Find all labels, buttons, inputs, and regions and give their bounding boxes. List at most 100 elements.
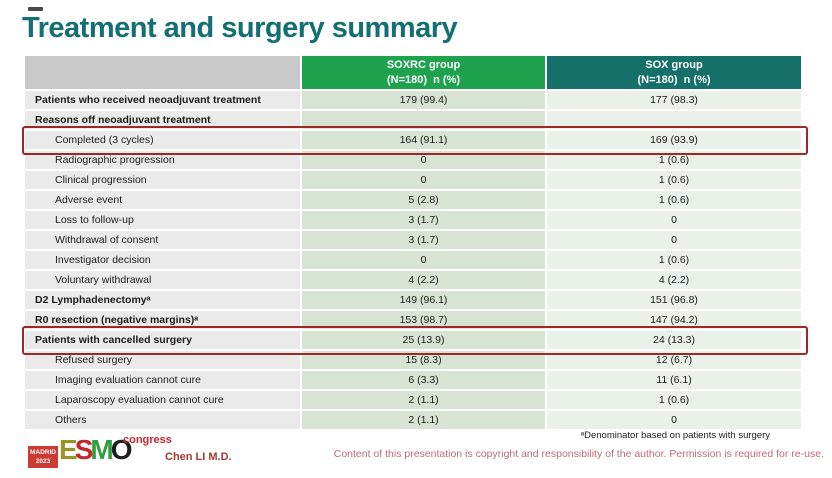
row-label: Refused surgery — [55, 354, 133, 366]
sox-value-cell: 169 (93.9) — [547, 131, 801, 149]
row-label: Clinical progression — [55, 174, 147, 186]
sox-value-cell: 1 (0.6) — [547, 251, 801, 269]
denominator-footnote: ᵃDenominator based on patients with surg… — [580, 430, 770, 441]
table-body: Patients who received neoadjuvant treatm… — [25, 91, 801, 429]
row-label: Voluntary withdrawal — [55, 274, 152, 286]
sox-value-cell: 147 (94.2) — [547, 311, 801, 329]
soxrc-group-n: (N=180) n (%) — [386, 73, 461, 86]
row-label: R0 resection (negative margins)ᵃ — [35, 314, 199, 326]
row-label-cell: Reasons off neoadjuvant treatment — [25, 111, 300, 129]
summary-table: SOXRC group (N=180) n (%) SOX group (N=1… — [22, 56, 808, 431]
corner-dash-decoration — [28, 7, 43, 11]
row-label: D2 Lymphadenectomyᵃ — [35, 294, 151, 306]
soxrc-value-cell: 2 (1.1) — [302, 391, 545, 409]
table-row: D2 Lymphadenectomyᵃ 149 (96.1) 151 (96.8… — [25, 291, 801, 309]
sox-value-cell: 1 (0.6) — [547, 151, 801, 169]
row-label: Investigator decision — [55, 254, 151, 266]
congress-label: congress — [123, 434, 172, 446]
soxrc-value-cell: 164 (91.1) — [302, 131, 545, 149]
table-row: Adverse event 5 (2.8) 1 (0.6) — [25, 191, 801, 209]
header-cell-empty — [25, 56, 300, 89]
sox-value-cell: 11 (6.1) — [547, 371, 801, 389]
soxrc-value-cell: 6 (3.3) — [302, 371, 545, 389]
sox-value-cell: 12 (6.7) — [547, 351, 801, 369]
sox-value-cell: 151 (96.8) — [547, 291, 801, 309]
table-row: Patients who received neoadjuvant treatm… — [25, 91, 801, 109]
soxrc-value-cell: 0 — [302, 171, 545, 189]
sox-value-cell: 0 — [547, 411, 801, 429]
header-cell-soxrc-group: SOXRC group (N=180) n (%) — [302, 56, 545, 89]
badge-city: MADRID — [30, 448, 56, 456]
soxrc-value-cell: 179 (99.4) — [302, 91, 545, 109]
row-label-cell: Loss to follow-up — [25, 211, 300, 229]
table-row: Refused surgery 15 (8.3) 12 (6.7) — [25, 351, 801, 369]
table-row: R0 resection (negative margins)ᵃ 153 (98… — [25, 311, 801, 329]
esmo-letter-m: M — [90, 434, 113, 465]
soxrc-value-cell: 3 (1.7) — [302, 211, 545, 229]
table-row: Radiographic progression 0 1 (0.6) — [25, 151, 801, 169]
row-label: Loss to follow-up — [55, 214, 134, 226]
row-label-cell: Imaging evaluation cannot cure — [25, 371, 300, 389]
soxrc-value-cell: 2 (1.1) — [302, 411, 545, 429]
row-label-cell: Withdrawal of consent — [25, 231, 300, 249]
row-label-cell: Laparoscopy evaluation cannot cure — [25, 391, 300, 409]
table-row: Completed (3 cycles) 164 (91.1) 169 (93.… — [25, 131, 801, 149]
table-row: Voluntary withdrawal 4 (2.2) 4 (2.2) — [25, 271, 801, 289]
author-name: Chen LI M.D. — [165, 451, 232, 463]
esmo-congress-logo: MADRID 2023 ESMO congress — [28, 434, 188, 474]
table-row: Loss to follow-up 3 (1.7) 0 — [25, 211, 801, 229]
row-label: Withdrawal of consent — [55, 234, 159, 246]
sox-value-cell: 1 (0.6) — [547, 191, 801, 209]
row-label: Radiographic progression — [55, 154, 175, 166]
soxrc-value-cell: 0 — [302, 251, 545, 269]
row-label-cell: Others — [25, 411, 300, 429]
row-label: Adverse event — [55, 194, 123, 206]
sox-value-cell: 1 (0.6) — [547, 391, 801, 409]
sox-value-cell — [547, 111, 801, 129]
row-label: Reasons off neoadjuvant treatment — [35, 114, 211, 126]
row-label-cell: Patients who received neoadjuvant treatm… — [25, 91, 300, 109]
row-label-cell: Completed (3 cycles) — [25, 131, 300, 149]
row-label: Others — [55, 414, 87, 426]
sox-value-cell: 24 (13.3) — [547, 331, 801, 349]
table-row: Imaging evaluation cannot cure 6 (3.3) 1… — [25, 371, 801, 389]
soxrc-value-cell: 0 — [302, 151, 545, 169]
row-label-cell: Patients with cancelled surgery — [25, 331, 300, 349]
soxrc-value-cell: 25 (13.9) — [302, 331, 545, 349]
row-label: Patients with cancelled surgery — [35, 334, 192, 346]
madrid-2023-badge: MADRID 2023 — [28, 446, 58, 468]
row-label-cell: Adverse event — [25, 191, 300, 209]
soxrc-value-cell: 149 (96.1) — [302, 291, 545, 309]
soxrc-value-cell: 4 (2.2) — [302, 271, 545, 289]
sox-value-cell: 0 — [547, 231, 801, 249]
soxrc-value-cell: 3 (1.7) — [302, 231, 545, 249]
row-label-cell: Refused surgery — [25, 351, 300, 369]
sox-value-cell: 4 (2.2) — [547, 271, 801, 289]
table-row: Investigator decision 0 1 (0.6) — [25, 251, 801, 269]
row-label-cell: Radiographic progression — [25, 151, 300, 169]
header-cell-sox-group: SOX group (N=180) n (%) — [547, 56, 801, 89]
table-row: Others 2 (1.1) 0 — [25, 411, 801, 429]
row-label-cell: Clinical progression — [25, 171, 300, 189]
sox-value-cell: 177 (98.3) — [547, 91, 801, 109]
sox-value-cell: 1 (0.6) — [547, 171, 801, 189]
table-row: Withdrawal of consent 3 (1.7) 0 — [25, 231, 801, 249]
soxrc-value-cell — [302, 111, 545, 129]
soxrc-value-cell: 153 (98.7) — [302, 311, 545, 329]
table-row: Laparoscopy evaluation cannot cure 2 (1.… — [25, 391, 801, 409]
row-label-cell: Voluntary withdrawal — [25, 271, 300, 289]
table-row: Reasons off neoadjuvant treatment — [25, 111, 801, 129]
sox-value-cell: 0 — [547, 211, 801, 229]
row-label: Patients who received neoadjuvant treatm… — [35, 94, 261, 106]
esmo-wordmark: ESMO — [59, 434, 133, 465]
esmo-letter-s: S — [74, 434, 94, 465]
row-label: Imaging evaluation cannot cure — [55, 374, 201, 386]
soxrc-value-cell: 15 (8.3) — [302, 351, 545, 369]
badge-year: 2023 — [35, 458, 51, 465]
esmo-letter-o: O — [110, 434, 133, 465]
page-title: Treatment and surgery summary — [22, 12, 458, 44]
sox-group-n: (N=180) n (%) — [637, 73, 711, 86]
row-label-cell: R0 resection (negative margins)ᵃ — [25, 311, 300, 329]
esmo-letter-e: E — [59, 434, 78, 465]
